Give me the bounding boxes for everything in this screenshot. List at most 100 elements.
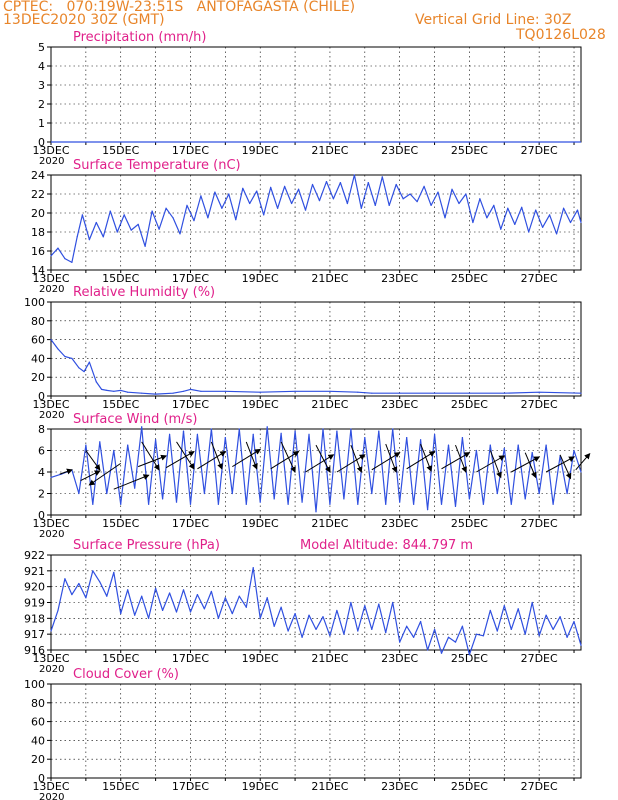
data-point <box>308 433 310 435</box>
data-point <box>406 437 408 439</box>
data-point <box>200 195 202 197</box>
y-tick-label: 80 <box>31 697 45 710</box>
data-point <box>186 204 188 206</box>
data-point <box>399 641 401 643</box>
data-point <box>120 503 122 505</box>
data-point <box>555 233 558 235</box>
y-tick-label: 20 <box>31 753 45 766</box>
x-tick-label: 19DEC <box>242 398 279 411</box>
data-point <box>224 437 226 439</box>
header-line1-left: CPTEC: 070:19W-23:51S ANTOFAGASTA (CHILE… <box>3 0 356 15</box>
x-tick-label: 19DEC <box>242 517 279 530</box>
data-point <box>343 498 345 500</box>
data-point <box>294 390 296 392</box>
y-tick-label: 6 <box>38 445 45 458</box>
data-point <box>259 617 261 619</box>
wind-arrow <box>350 444 363 473</box>
chart-title: Surface Temperature (nC) <box>73 158 241 173</box>
plot-frame <box>50 174 582 271</box>
data-point <box>182 589 185 591</box>
data-point <box>266 426 268 428</box>
data-point <box>517 608 519 610</box>
data-point <box>231 612 233 615</box>
data-point <box>85 597 87 599</box>
data-point <box>50 339 52 341</box>
x-tick-label: 19DEC <box>242 780 279 793</box>
data-point <box>475 449 477 452</box>
data-point <box>538 635 540 637</box>
data-point <box>196 593 199 596</box>
data-point <box>245 606 247 608</box>
x-tick-label: 17DEC <box>172 144 209 157</box>
data-point <box>137 223 139 225</box>
data-point <box>416 201 418 203</box>
y-tick-label: 919 <box>24 597 45 610</box>
x-tick-label: 23DEC <box>381 272 418 285</box>
data-point <box>580 221 582 224</box>
wind-arrow <box>315 444 331 473</box>
wind-arrow <box>245 441 258 470</box>
data-point <box>189 611 192 613</box>
data-point <box>290 202 293 205</box>
data-point <box>301 636 303 638</box>
wind-arrow <box>559 454 572 480</box>
data-point <box>343 633 345 635</box>
data-point <box>127 589 129 591</box>
data-point <box>399 501 401 503</box>
x-tick-label: 13DEC <box>32 272 69 285</box>
data-point <box>332 198 335 200</box>
data-point <box>127 391 129 393</box>
plot-frame <box>50 46 582 143</box>
data-point <box>189 503 192 505</box>
data-point <box>224 390 226 392</box>
data-point <box>336 430 338 432</box>
data-point <box>486 217 488 219</box>
data-point <box>78 582 80 585</box>
data-point <box>71 593 73 596</box>
data-point <box>207 217 209 219</box>
y-tick-label: 920 <box>24 581 45 594</box>
x-year-label: 2020 <box>39 529 64 540</box>
data-point <box>378 430 380 432</box>
x-tick-label: 27DEC <box>521 517 558 530</box>
data-point <box>308 614 310 616</box>
data-point <box>580 471 582 473</box>
data-point <box>161 609 164 612</box>
data-point <box>57 348 59 350</box>
x-tick-label: 27DEC <box>521 652 558 665</box>
data-point <box>235 219 237 221</box>
data-point <box>329 635 331 637</box>
data-point <box>263 214 265 216</box>
data-point <box>489 444 491 446</box>
data-point <box>461 437 464 439</box>
data-point <box>350 428 352 430</box>
y-tick-label: 22 <box>31 188 45 201</box>
data-point <box>287 630 289 632</box>
data-point <box>102 236 104 238</box>
chart-panel-2: 0 20 40 60 80 100 13DEC 15DEC 17DEC 19DEC 21DEC 23D… <box>24 285 582 421</box>
chart-title: Relative Humidity (%) <box>73 285 215 300</box>
data-point <box>189 388 192 391</box>
data-point <box>503 392 505 394</box>
data-point <box>514 223 516 225</box>
data-point <box>221 207 223 209</box>
data-point <box>100 388 103 391</box>
y-tick-label: 2 <box>38 98 45 111</box>
data-point <box>406 625 408 627</box>
data-point <box>409 193 411 195</box>
data-point <box>507 207 509 209</box>
wind-arrow <box>280 441 296 473</box>
series-line-0 <box>50 567 582 656</box>
data-point <box>395 183 397 186</box>
header-line1-right: Vertical Grid Line: 30Z <box>415 12 572 28</box>
data-point <box>357 630 359 632</box>
data-point <box>155 393 157 395</box>
x-tick-label: 23DEC <box>381 780 418 793</box>
data-point <box>549 214 551 216</box>
x-tick-label: 19DEC <box>242 144 279 157</box>
data-point <box>545 444 547 446</box>
x-tick-label: 13DEC <box>32 652 69 665</box>
data-point <box>566 636 568 638</box>
chart-title: Cloud Cover (%) <box>73 667 179 682</box>
